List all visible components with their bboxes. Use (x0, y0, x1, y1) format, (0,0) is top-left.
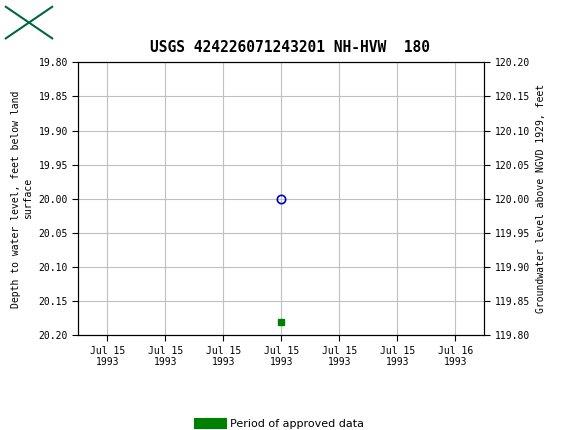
Y-axis label: Groundwater level above NGVD 1929, feet: Groundwater level above NGVD 1929, feet (535, 84, 546, 313)
Legend: Period of approved data: Period of approved data (194, 415, 368, 430)
Text: USGS: USGS (67, 14, 122, 31)
Text: USGS 424226071243201 NH-HVW  180: USGS 424226071243201 NH-HVW 180 (150, 40, 430, 55)
Y-axis label: Depth to water level, feet below land
surface: Depth to water level, feet below land su… (12, 90, 33, 307)
FancyBboxPatch shape (6, 7, 52, 38)
